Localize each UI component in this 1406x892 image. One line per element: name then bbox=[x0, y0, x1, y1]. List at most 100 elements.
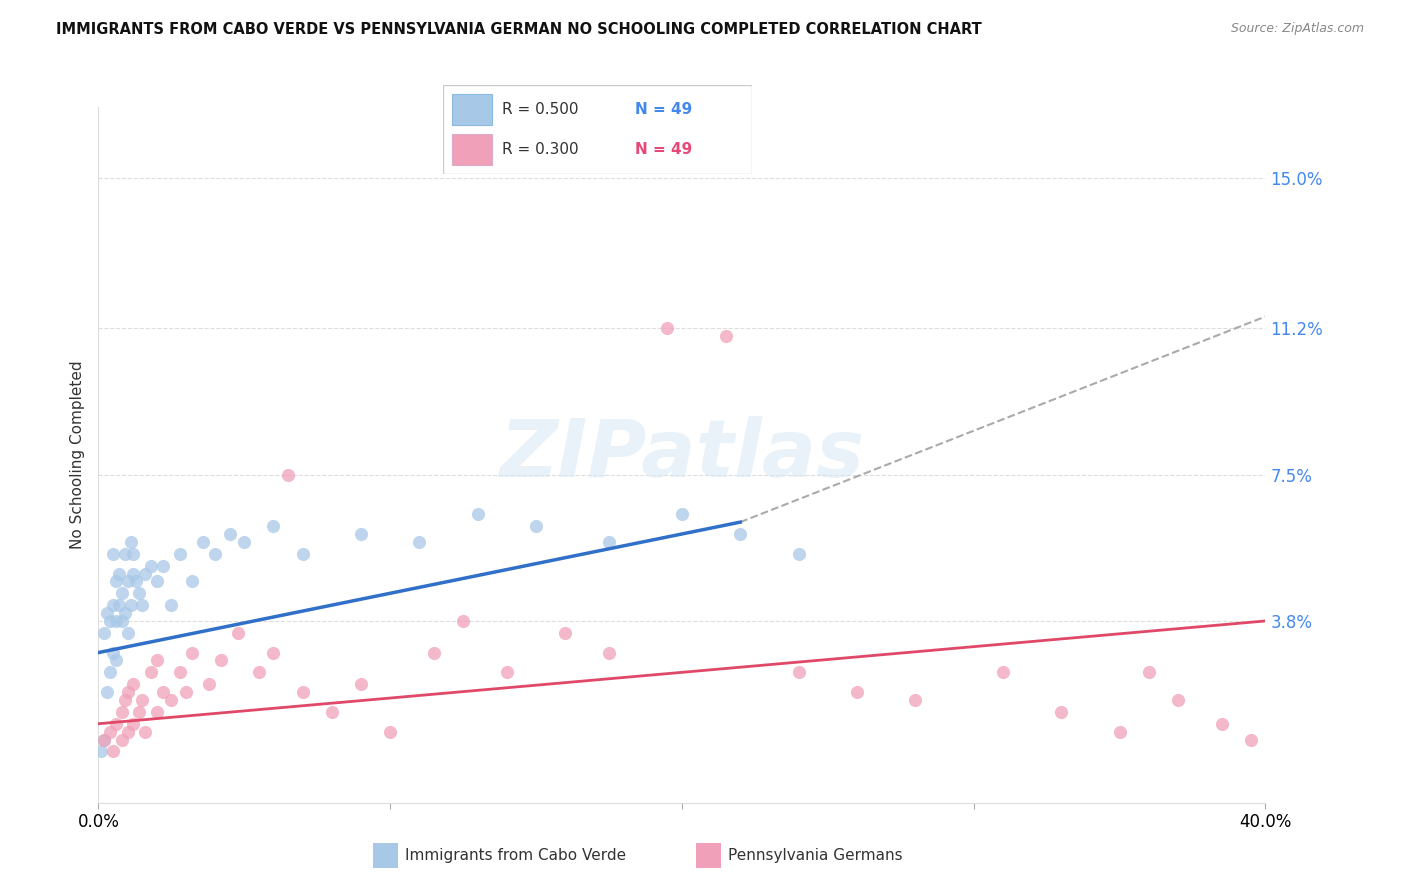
Point bbox=[111, 614, 134, 628]
Point bbox=[146, 705, 169, 719]
Point bbox=[1050, 705, 1073, 719]
Point bbox=[1137, 665, 1160, 680]
Point bbox=[209, 653, 232, 667]
Point bbox=[423, 646, 446, 660]
Point bbox=[904, 693, 927, 707]
Point bbox=[228, 625, 250, 640]
Point bbox=[180, 646, 202, 660]
Point bbox=[204, 547, 226, 561]
Point bbox=[152, 685, 174, 699]
Point bbox=[104, 574, 127, 589]
Point bbox=[291, 685, 314, 699]
Point bbox=[845, 685, 868, 699]
Point bbox=[1167, 693, 1189, 707]
Text: ZIPatlas: ZIPatlas bbox=[499, 416, 865, 494]
Point bbox=[350, 677, 373, 691]
Point bbox=[101, 646, 124, 660]
Point bbox=[728, 527, 751, 541]
Point bbox=[350, 527, 373, 541]
Point bbox=[98, 665, 121, 680]
Point bbox=[111, 705, 134, 719]
Point bbox=[277, 467, 299, 482]
FancyBboxPatch shape bbox=[443, 85, 752, 174]
Point bbox=[247, 665, 270, 680]
Y-axis label: No Schooling Completed: No Schooling Completed bbox=[69, 360, 84, 549]
Point bbox=[193, 534, 215, 549]
Point bbox=[467, 507, 489, 521]
Point bbox=[128, 705, 150, 719]
Point bbox=[111, 732, 134, 747]
Text: Source: ZipAtlas.com: Source: ZipAtlas.com bbox=[1230, 22, 1364, 36]
Point bbox=[104, 716, 127, 731]
Point bbox=[598, 534, 620, 549]
Point bbox=[93, 732, 115, 747]
Point bbox=[120, 598, 142, 612]
Point bbox=[117, 625, 139, 640]
Point bbox=[671, 507, 693, 521]
Point bbox=[554, 625, 576, 640]
Point bbox=[131, 598, 153, 612]
Point bbox=[122, 716, 145, 731]
Point bbox=[991, 665, 1014, 680]
Point bbox=[104, 614, 127, 628]
Point bbox=[93, 625, 115, 640]
Point bbox=[180, 574, 202, 589]
Point bbox=[134, 566, 156, 581]
Point bbox=[291, 547, 314, 561]
Point bbox=[174, 685, 197, 699]
Point bbox=[233, 534, 256, 549]
Point bbox=[101, 547, 124, 561]
Point bbox=[1211, 716, 1233, 731]
Point bbox=[114, 547, 136, 561]
Point bbox=[120, 534, 142, 549]
Point bbox=[117, 685, 139, 699]
Point bbox=[495, 665, 517, 680]
Point bbox=[131, 693, 153, 707]
Point bbox=[101, 598, 124, 612]
Text: R = 0.300: R = 0.300 bbox=[502, 142, 578, 157]
Point bbox=[146, 574, 169, 589]
Point bbox=[218, 527, 240, 541]
Point bbox=[169, 665, 191, 680]
Point bbox=[787, 665, 810, 680]
Point bbox=[787, 547, 810, 561]
Point bbox=[108, 598, 131, 612]
Text: IMMIGRANTS FROM CABO VERDE VS PENNSYLVANIA GERMAN NO SCHOOLING COMPLETED CORRELA: IMMIGRANTS FROM CABO VERDE VS PENNSYLVAN… bbox=[56, 22, 981, 37]
Point bbox=[598, 646, 620, 660]
Point bbox=[134, 724, 156, 739]
Point bbox=[378, 724, 402, 739]
Point bbox=[451, 614, 474, 628]
Point bbox=[117, 574, 139, 589]
Point bbox=[122, 677, 145, 691]
Point bbox=[101, 744, 124, 758]
Point bbox=[139, 665, 162, 680]
Point bbox=[114, 693, 136, 707]
Point bbox=[139, 558, 162, 573]
Point bbox=[114, 606, 136, 620]
Text: N = 49: N = 49 bbox=[634, 142, 692, 157]
Point bbox=[98, 614, 121, 628]
Point bbox=[90, 744, 112, 758]
Point bbox=[128, 586, 150, 600]
Point bbox=[96, 685, 118, 699]
Point bbox=[524, 519, 547, 533]
Point bbox=[657, 321, 679, 335]
Point bbox=[408, 534, 430, 549]
Point bbox=[96, 606, 118, 620]
Point bbox=[93, 732, 115, 747]
Text: Immigrants from Cabo Verde: Immigrants from Cabo Verde bbox=[405, 848, 626, 863]
Point bbox=[152, 558, 174, 573]
Point bbox=[198, 677, 221, 691]
Text: R = 0.500: R = 0.500 bbox=[502, 102, 578, 117]
Point bbox=[146, 653, 169, 667]
Point bbox=[169, 547, 191, 561]
Point bbox=[262, 519, 284, 533]
Point bbox=[262, 646, 284, 660]
Point bbox=[117, 724, 139, 739]
Point bbox=[160, 598, 183, 612]
Point bbox=[321, 705, 343, 719]
Text: N = 49: N = 49 bbox=[634, 102, 692, 117]
Point bbox=[104, 653, 127, 667]
FancyBboxPatch shape bbox=[453, 134, 492, 165]
Point bbox=[122, 547, 145, 561]
